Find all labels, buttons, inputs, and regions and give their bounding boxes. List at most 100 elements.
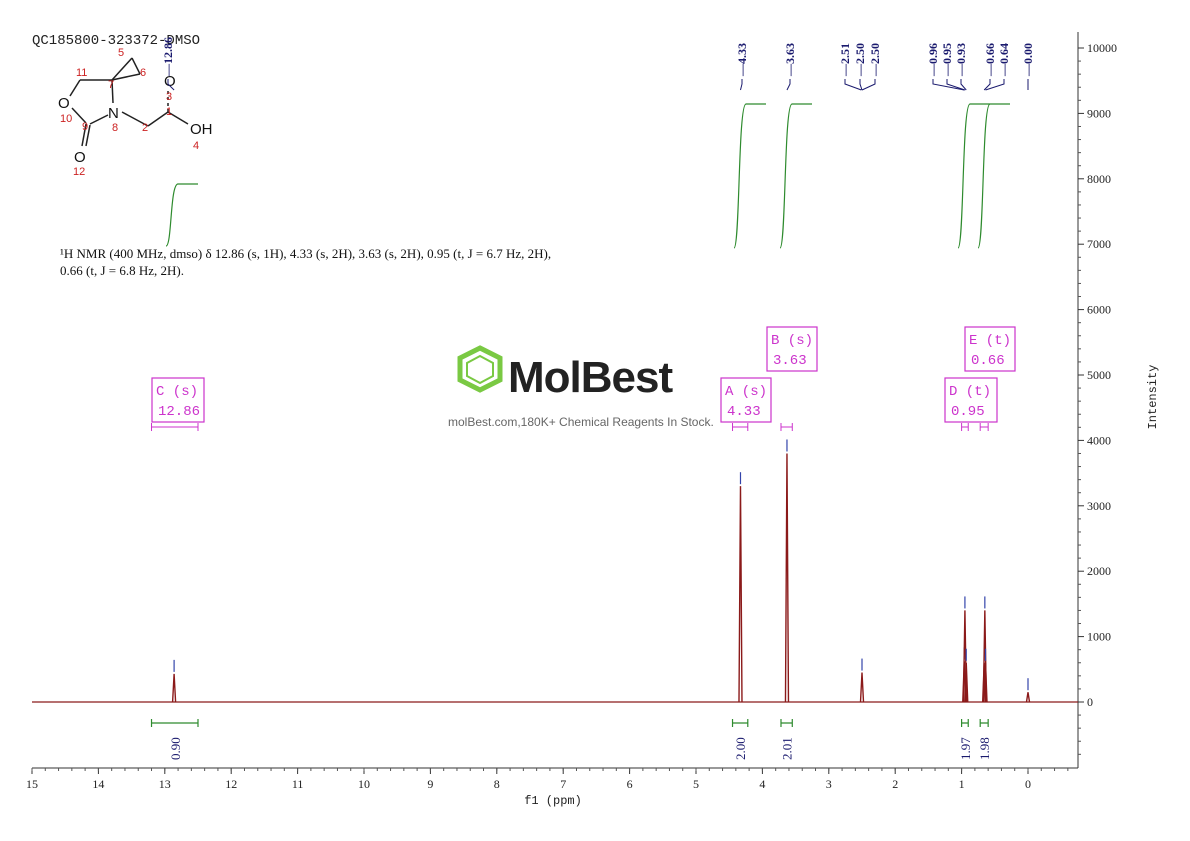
integral-range — [731, 719, 749, 727]
peak-connector — [932, 79, 965, 91]
multiplet-frame — [964, 326, 1016, 372]
integral-curves — [165, 103, 1010, 249]
peak-shift-label: —0.93 — [954, 43, 968, 77]
y-tick-label: 9000 — [1087, 106, 1111, 120]
molbest-watermark: MolBest molBest.com,180K+ Chemical Reage… — [448, 345, 714, 429]
multiplet-box: D (t) 0.95 — [944, 377, 998, 431]
integral-curve — [977, 103, 1010, 249]
integral-value: 1.97 — [958, 737, 973, 760]
atom-label: OH — [190, 121, 213, 138]
atom-label: N — [108, 105, 119, 122]
peak-connector — [167, 79, 175, 91]
multiplet-shift: 4.33 — [727, 404, 761, 420]
y-tick-label: 4000 — [1087, 433, 1111, 447]
peak-shift-label: —0.95 — [940, 43, 954, 77]
peak-shift-label: —3.63 — [783, 43, 797, 77]
integral-value: 2.00 — [733, 737, 748, 760]
atom-label: O — [164, 73, 176, 90]
spectrum-peak — [964, 662, 969, 703]
multiplet-frame — [151, 377, 205, 423]
atom-label: O — [58, 95, 70, 112]
nmr-description-line-1: ¹H NMR (400 MHz, dmso) δ 12.86 (s, 1H), … — [60, 246, 551, 261]
multiplet-range — [151, 423, 199, 431]
multiplet-frame — [944, 377, 998, 423]
peak-connector — [786, 79, 791, 91]
multiplet-range — [780, 423, 793, 431]
integral-curve — [779, 103, 812, 249]
peak-connector — [946, 79, 966, 91]
peak-labels: —12.86 —4.33 —3.63 —2.51 —2.50 —2.50 —0.96 —0.9… — [161, 37, 1035, 91]
spectrum-trace — [32, 439, 1078, 703]
integral-range — [979, 719, 989, 727]
peak-shift-label: —0.00 — [1021, 43, 1035, 77]
y-tick-label: 0 — [1087, 695, 1093, 709]
y-tick-label: 8000 — [1087, 172, 1111, 186]
nmr-description-line-2: 0.66 (t, J = 6.8 Hz, 2H). — [60, 263, 184, 278]
spectrum-peak — [784, 453, 790, 703]
integral-curve — [733, 103, 766, 249]
x-tick-label: 7 — [560, 777, 566, 791]
x-tick-label: 3 — [826, 777, 832, 791]
x-tick-label: 11 — [292, 777, 304, 791]
peak-connector — [983, 79, 991, 91]
multiplet-box: A (s) 4.33 — [720, 377, 772, 431]
multiplet-box: E (t) 0.66 — [964, 326, 1016, 431]
molbest-logo-inner — [466, 354, 494, 385]
multiplet-frame — [766, 326, 818, 372]
peak-shift-label: —2.50 — [868, 43, 882, 77]
x-tick-label: 0 — [1025, 777, 1031, 791]
x-tick-label: 12 — [225, 777, 237, 791]
atom-number: 7 — [108, 79, 114, 91]
peak-shift-label: —4.33 — [735, 43, 749, 77]
atom-number: 10 — [60, 113, 72, 125]
multiplet-range — [732, 423, 749, 431]
y-tick-label: 10000 — [1087, 41, 1117, 55]
y-tick-label: 7000 — [1087, 237, 1111, 251]
multiplet-shift: 12.86 — [158, 404, 200, 420]
atom-number: 9 — [82, 121, 88, 133]
x-tick-label: 5 — [693, 777, 699, 791]
axes: 0100020003000400050006000700080009000100… — [26, 32, 1117, 791]
integral-range — [961, 719, 969, 727]
x-tick-label: 2 — [892, 777, 898, 791]
watermark-tagline: molBest.com,180K+ Chemical Reagents In S… — [448, 415, 714, 429]
y-tick-label: 3000 — [1087, 499, 1111, 513]
multiplet-range — [979, 423, 989, 431]
atom-number: 3 — [166, 91, 172, 103]
x-tick-label: 14 — [92, 777, 104, 791]
peak-connector — [960, 79, 967, 91]
peak-shift-label: —2.51 — [838, 43, 852, 77]
spectrum-peak — [171, 673, 177, 703]
atom-number: 1 — [166, 106, 172, 118]
x-tick-label: 13 — [159, 777, 171, 791]
atom-number: 4 — [193, 140, 199, 152]
x-axis-title: f1 (ppm) — [524, 794, 582, 808]
peak-connector — [861, 79, 876, 91]
spectrum-peak — [738, 486, 743, 703]
peak-connector — [985, 79, 1005, 91]
y-tick-label: 1000 — [1087, 630, 1111, 644]
multiplet-boxes: C (s)12.86A (s)4.33B (s)3.63D (t)0.95E (… — [151, 326, 1016, 431]
multiplet-shift: 0.66 — [971, 353, 1005, 369]
sample-id: QC185800-323372-DMSO — [32, 33, 200, 49]
multiplet-letter: B (s) — [771, 333, 813, 349]
peak-connector — [844, 79, 862, 91]
peak-shift-label: —0.64 — [997, 43, 1011, 77]
spectrum-peak — [859, 672, 865, 703]
peak-connector — [859, 79, 863, 91]
atom-number: 2 — [142, 122, 148, 134]
peak-shift-label: —0.66 — [983, 43, 997, 77]
multiplet-letter: D (t) — [949, 384, 991, 400]
y-tick-label: 6000 — [1087, 303, 1111, 317]
atom-number: 12 — [73, 166, 85, 178]
integral-values: 0.90 2.00 2.01 1.97 1.98 — [150, 719, 992, 760]
atom-number: 5 — [118, 47, 124, 59]
x-tick-label: 15 — [26, 777, 38, 791]
peak-shift-label: —2.50 — [853, 43, 867, 77]
multiplet-frame — [720, 377, 772, 423]
x-tick-label: 4 — [759, 777, 765, 791]
integral-value: 0.90 — [168, 737, 183, 760]
integral-value: 2.01 — [780, 737, 795, 760]
peak-shift-label: —12.86 — [161, 37, 175, 77]
